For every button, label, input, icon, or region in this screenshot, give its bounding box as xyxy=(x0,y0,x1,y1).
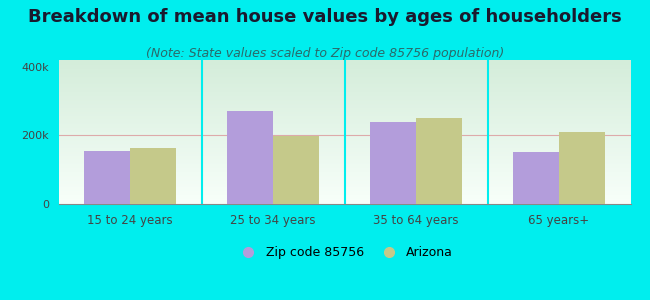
Bar xyxy=(416,118,462,204)
Bar xyxy=(514,152,559,204)
Bar xyxy=(370,122,416,204)
Bar xyxy=(130,148,176,204)
Legend: Zip code 85756, Arizona: Zip code 85756, Arizona xyxy=(231,241,458,264)
Text: (Note: State values scaled to Zip code 85756 population): (Note: State values scaled to Zip code 8… xyxy=(146,46,504,59)
Text: Breakdown of mean house values by ages of householders: Breakdown of mean house values by ages o… xyxy=(28,8,622,26)
Bar xyxy=(559,132,604,204)
Bar xyxy=(227,111,273,204)
Bar xyxy=(84,151,130,204)
Bar xyxy=(273,136,318,204)
